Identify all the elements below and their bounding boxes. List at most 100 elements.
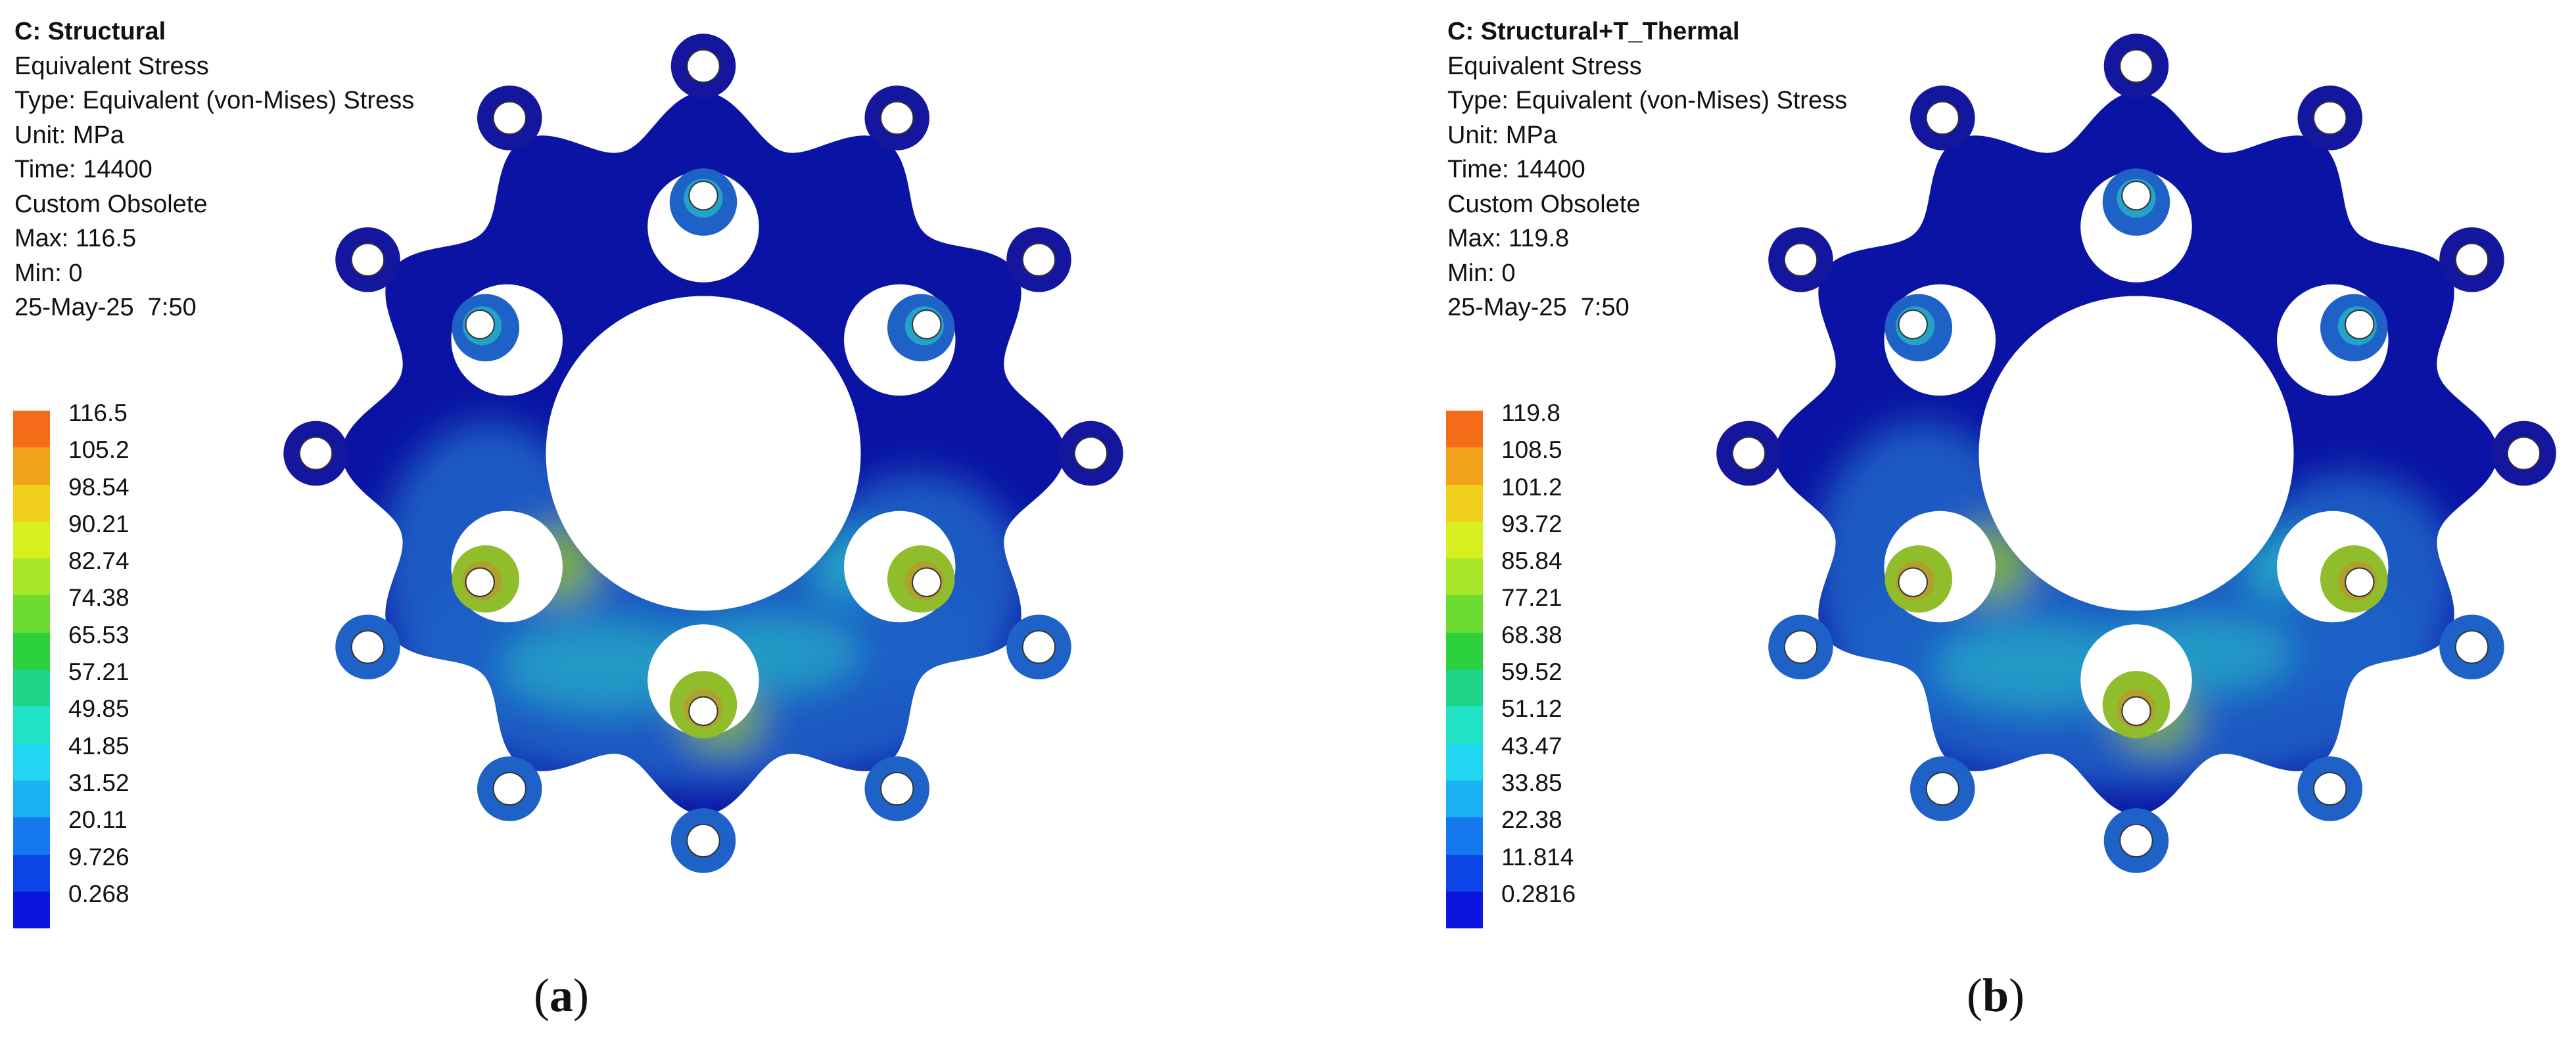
legend-value: 11.814 xyxy=(1501,843,1574,871)
center-bore xyxy=(1979,296,2294,611)
caption-letter: a xyxy=(549,969,573,1022)
info-line-custom: Custom Obsolete xyxy=(14,190,208,218)
legend-value: 33.85 xyxy=(1501,769,1562,796)
pin-bore xyxy=(2121,181,2151,211)
legend-swatch xyxy=(13,595,50,633)
legend-swatch xyxy=(1446,670,1483,707)
legend-value: 108.5 xyxy=(1501,436,1562,464)
bolt-hole xyxy=(1021,242,1056,277)
legend-swatch xyxy=(1446,891,1483,929)
legend-swatch xyxy=(13,743,50,781)
legend-swatch xyxy=(13,891,50,929)
bolt-hole xyxy=(2119,823,2153,858)
info-block: C: Structural+T_Thermal Equivalent Stres… xyxy=(1447,14,1847,325)
legend-swatch xyxy=(13,780,50,818)
bolt-hole xyxy=(1731,436,1766,470)
bolt-hole xyxy=(2506,436,2541,470)
pin-bore xyxy=(1898,309,1928,340)
info-line-min: Min: 0 xyxy=(1447,259,1516,287)
bolt-hole xyxy=(2454,242,2489,277)
pin-bore xyxy=(465,567,495,597)
caption-open-paren: ( xyxy=(534,969,550,1022)
bolt-hole xyxy=(2313,771,2347,806)
legend-value: 68.38 xyxy=(1501,621,1562,648)
caption-close-paren: ) xyxy=(573,969,589,1022)
legend-swatch xyxy=(1446,743,1483,781)
legend-swatch xyxy=(13,817,50,855)
legend-swatch xyxy=(13,411,50,448)
bolt-hole xyxy=(1925,771,1959,806)
legend-swatch xyxy=(13,521,50,559)
bolt-hole xyxy=(298,436,333,470)
info-line-max: Max: 116.5 xyxy=(14,225,137,252)
pin-bore xyxy=(2345,567,2375,597)
caption-a: (a) xyxy=(534,969,589,1022)
legend-swatch xyxy=(1446,706,1483,744)
info-line-max: Max: 119.8 xyxy=(1447,225,1570,252)
bolt-hole xyxy=(2119,49,2153,83)
pin-bore xyxy=(2121,696,2151,726)
legend-value: 43.47 xyxy=(1501,732,1562,760)
bolt-hole xyxy=(1073,436,1108,470)
pin-bore xyxy=(465,309,495,340)
bolt-hole xyxy=(492,101,527,135)
legend-swatch xyxy=(13,447,50,485)
info-line-date: 25-May-25 7:50 xyxy=(14,294,197,321)
legend-value: 65.53 xyxy=(68,621,129,648)
legend-swatch xyxy=(1446,521,1483,559)
caption-b: (b) xyxy=(1967,969,2025,1022)
info-line-type: Type: Equivalent (von-Mises) Stress xyxy=(14,87,415,114)
legend-swatch xyxy=(1446,484,1483,522)
bolt-hole xyxy=(350,630,385,664)
legend-value: 101.2 xyxy=(1501,473,1562,501)
bolt-hole xyxy=(350,242,385,277)
info-line-min: Min: 0 xyxy=(14,259,83,287)
legend-value: 57.21 xyxy=(68,658,129,686)
legend-value: 0.2816 xyxy=(1501,880,1576,907)
pin-bore xyxy=(688,696,718,726)
legend-swatch xyxy=(13,670,50,707)
result-title: C: Structural xyxy=(14,18,166,45)
legend-value: 119.8 xyxy=(1501,399,1560,426)
pin-bore xyxy=(1898,567,1928,597)
legend-swatch xyxy=(1446,595,1483,633)
info-line-custom: Custom Obsolete xyxy=(1447,190,1641,218)
legend-value: 77.21 xyxy=(1501,584,1562,612)
legend-swatch xyxy=(1446,817,1483,855)
legend-value: 105.2 xyxy=(68,436,129,464)
legend-swatch xyxy=(1446,447,1483,485)
legend-swatch xyxy=(1446,558,1483,596)
legend-value: 98.54 xyxy=(68,473,129,501)
info-line-time: Time: 14400 xyxy=(14,156,152,183)
legend-swatch xyxy=(13,854,50,892)
bolt-hole xyxy=(2313,101,2347,135)
legend-value: 0.268 xyxy=(68,880,129,907)
legend-value: 116.5 xyxy=(68,399,128,426)
panel-b: C: Structural+T_Thermal Equivalent Stres… xyxy=(1433,0,2576,1044)
legend-value: 74.38 xyxy=(68,584,129,612)
caption-letter: b xyxy=(1982,969,2009,1022)
legend-value: 22.38 xyxy=(1501,806,1562,834)
pin-bore xyxy=(912,309,942,340)
pin-bore xyxy=(688,181,718,211)
bolt-hole xyxy=(880,771,914,806)
legend-swatch xyxy=(13,706,50,744)
info-block: C: Structural Equivalent Stress Type: Eq… xyxy=(14,14,414,325)
legend-value: 93.72 xyxy=(1501,510,1562,537)
legend-value: 31.52 xyxy=(68,769,129,796)
caption-open-paren: ( xyxy=(1967,969,1982,1022)
legend-value: 90.21 xyxy=(68,510,129,537)
flange-stress-plot xyxy=(283,34,1123,873)
legend-value: 49.85 xyxy=(68,695,129,723)
pin-bore xyxy=(2345,309,2375,340)
legend-value: 82.74 xyxy=(68,547,129,575)
legend-swatch xyxy=(13,632,50,670)
flange-stress-plot xyxy=(1716,34,2556,873)
legend-swatch xyxy=(1446,854,1483,892)
info-line-result: Equivalent Stress xyxy=(14,52,209,80)
center-bore xyxy=(546,296,861,611)
info-line-type: Type: Equivalent (von-Mises) Stress xyxy=(1447,87,1848,114)
bolt-hole xyxy=(2454,630,2489,664)
pin-bore xyxy=(912,567,942,597)
caption-close-paren: ) xyxy=(2009,969,2025,1022)
